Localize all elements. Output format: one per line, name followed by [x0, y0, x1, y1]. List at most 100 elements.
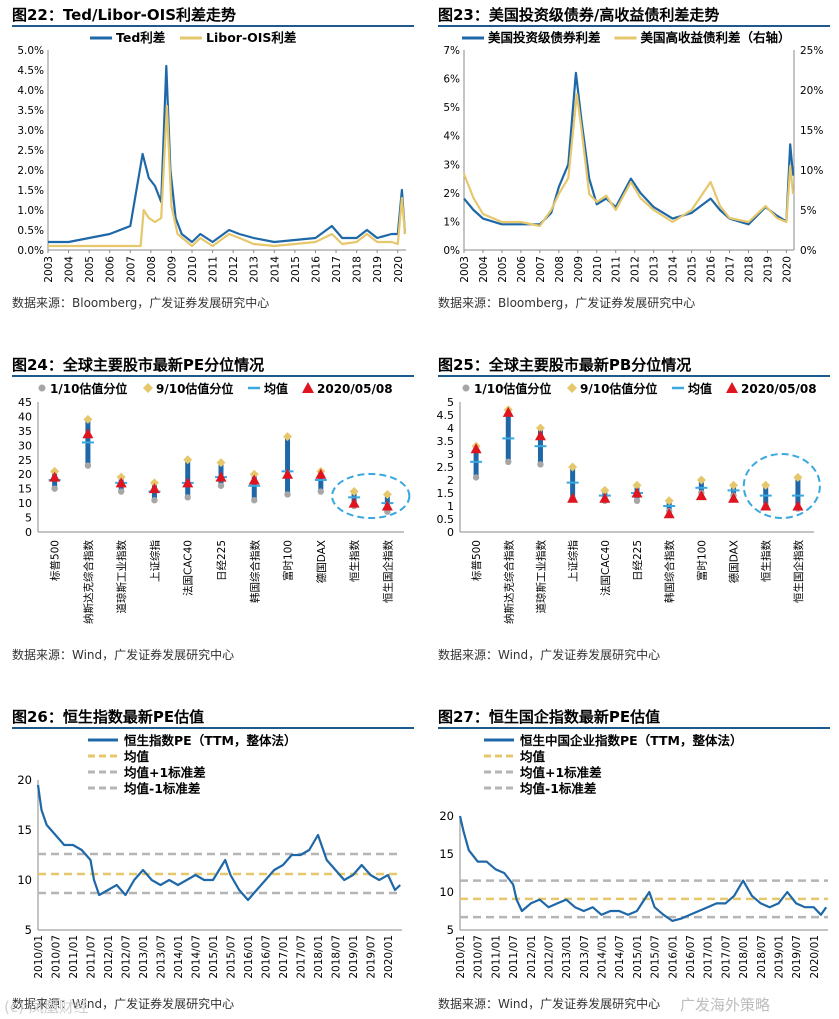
x-tick-label: 2014/01	[173, 935, 185, 979]
x-tick-label: 2019/01	[773, 935, 785, 979]
hsi-pe-chart: 5 10 15 20 2010/01 2010/07 2011/01 2011/07 2012/…	[17, 733, 402, 979]
x-tick-label: 2018	[352, 256, 364, 283]
y-tick-label: 3	[447, 448, 454, 461]
y-tick-label: 4	[447, 422, 454, 435]
legend-label: 均值+1标准差	[124, 765, 206, 780]
x-tick-label: 2017/07	[720, 935, 732, 979]
legend-label: 1/10估值分位	[474, 381, 551, 396]
category-label: 德国DAX	[315, 540, 328, 583]
p10-marker	[84, 462, 92, 469]
category-label: 韩国综合指数	[248, 540, 261, 603]
x-tick-label: 2012	[228, 256, 240, 283]
x-tick-label: 2019/07	[791, 935, 803, 979]
y-tick-label: 4.0%	[17, 85, 44, 97]
x-tick-label: 2010/07	[51, 935, 63, 979]
x-tick-label: 2011/07	[508, 935, 520, 979]
x-tick-label: 2018/01	[738, 935, 750, 979]
category-label: 纳斯达克综合指数	[502, 540, 515, 624]
p90-marker	[382, 489, 392, 499]
chart-title: 图27：恒生国企指数最新PE估值	[438, 708, 661, 726]
pe-line	[36, 784, 401, 902]
latest-marker	[599, 492, 611, 503]
x-tick-label: 2017	[725, 256, 737, 283]
y2-tick-label: 20%	[800, 85, 823, 97]
x-tick-label: 2018	[743, 256, 755, 283]
x-tick-label: 2006	[105, 256, 117, 283]
y-tick-label: 2.5	[437, 461, 455, 474]
p90-marker	[183, 455, 193, 465]
x-tick-label: 2014	[269, 256, 281, 283]
legend-label: 恒生中国企业指数PE（TTM，整体法）	[520, 733, 742, 748]
y-tick-label: 45	[18, 396, 32, 409]
y-tick-label: 5.0%	[17, 45, 44, 57]
series-line	[48, 104, 407, 248]
latest-marker	[663, 508, 675, 519]
y-tick-label: 15	[439, 847, 454, 861]
y-tick-label: 15	[18, 483, 32, 496]
y-tick-label: 0	[447, 526, 454, 539]
x-tick-label: 2006	[516, 256, 528, 283]
p90-marker	[729, 480, 739, 490]
range-bar	[285, 436, 291, 495]
x-tick-label: 2010	[592, 256, 604, 283]
x-tick-label: 2016/01	[243, 935, 255, 979]
x-tick-label: 2018/07	[756, 935, 768, 979]
p90-marker	[349, 487, 359, 497]
x-tick-label: 2010/07	[473, 935, 485, 979]
x-tick-label: 2017/07	[296, 935, 308, 979]
title-underline	[438, 727, 830, 729]
x-tick-label: 2019	[762, 256, 774, 283]
legend-latest-marker	[302, 382, 314, 393]
category-label: 标普500	[49, 540, 62, 581]
p90-marker	[632, 480, 642, 490]
y-tick-label: 3.0%	[17, 125, 44, 137]
latest-marker	[470, 443, 482, 454]
y2-tick-label: 10%	[800, 165, 823, 177]
p10-marker	[472, 474, 480, 481]
y-tick-label: 0	[25, 526, 32, 539]
legend-label: 美国高收益债利差（右轴）	[641, 30, 791, 45]
p10-marker	[251, 497, 258, 504]
latest-marker	[728, 492, 740, 503]
y-tick-label: 15	[17, 823, 32, 837]
y-tick-label: 3.5	[437, 435, 455, 448]
source-note: 数据来源：Wind，广发证券发展研究中心	[12, 997, 235, 1011]
x-tick-label: 2012	[630, 256, 642, 283]
p10-marker	[51, 485, 58, 492]
y-tick-label: 5	[25, 512, 32, 525]
p90-marker	[600, 485, 610, 495]
x-tick-label: 2005	[84, 256, 96, 283]
x-tick-label: 2007	[535, 256, 547, 283]
pe-line	[458, 815, 828, 922]
y-tick-label: 2	[447, 474, 454, 487]
x-tick-label: 2020/01	[383, 935, 395, 979]
global-pb-percentile-chart: 00.511.522.533.544.55 标普500 纳斯达克综合指数 道琼斯工业指…	[437, 381, 821, 624]
x-tick-label: 2020	[781, 256, 793, 283]
watermark-right: 广发海外策略	[680, 996, 771, 1014]
p10-marker	[151, 497, 158, 504]
x-tick-label: 2019/07	[366, 935, 378, 979]
x-tick-label: 2016/07	[685, 935, 697, 979]
y-tick-label: 20	[17, 773, 32, 787]
category-label: 道琼斯工业指数	[115, 540, 128, 614]
category-label: 德国DAX	[728, 540, 741, 583]
x-tick-label: 2017	[331, 256, 343, 283]
x-tick-label: 2008	[146, 256, 158, 283]
latest-marker	[82, 428, 94, 439]
p90-marker	[568, 462, 578, 472]
category-label: 法国CAC40	[182, 540, 195, 596]
legend-label: 9/10估值分位	[156, 381, 233, 396]
x-tick-label: 2012/01	[526, 935, 538, 979]
p90-marker	[535, 423, 545, 433]
x-tick-label: 2016/01	[667, 935, 679, 979]
x-tick-label: 2005	[497, 256, 509, 283]
y-tick-label: 0.5%	[17, 225, 44, 237]
y-tick-label: 6%	[443, 74, 460, 86]
x-tick-label: 2011	[208, 256, 220, 283]
series-line	[463, 71, 795, 226]
x-tick-label: 2013/01	[561, 935, 573, 979]
category-label: 恒生国企指数	[381, 540, 394, 603]
y-tick-label: 4.5%	[17, 65, 44, 77]
category-label: 恒生指数	[760, 540, 773, 582]
x-tick-label: 2007	[125, 256, 137, 283]
